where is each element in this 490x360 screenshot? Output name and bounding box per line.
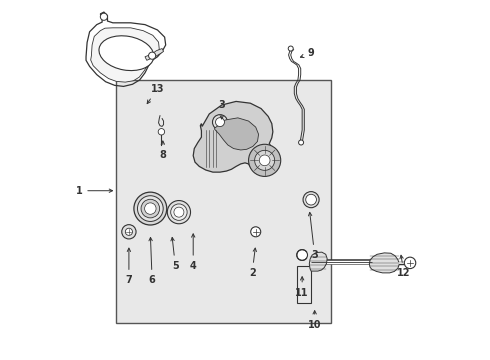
Circle shape <box>148 52 156 59</box>
Ellipse shape <box>167 201 191 224</box>
Text: 9: 9 <box>300 48 315 58</box>
Text: 5: 5 <box>171 238 179 271</box>
Circle shape <box>288 46 293 51</box>
Bar <box>297 266 311 303</box>
Text: 2: 2 <box>249 248 256 278</box>
Ellipse shape <box>134 192 167 225</box>
Circle shape <box>122 225 136 239</box>
Ellipse shape <box>213 114 227 130</box>
Polygon shape <box>193 102 275 174</box>
Text: 3: 3 <box>219 100 225 119</box>
Circle shape <box>125 228 132 235</box>
Ellipse shape <box>303 192 319 208</box>
Text: 1: 1 <box>75 186 113 196</box>
Polygon shape <box>145 49 164 60</box>
Polygon shape <box>91 28 159 82</box>
Text: 13: 13 <box>147 84 164 104</box>
Text: 3: 3 <box>309 212 318 260</box>
Ellipse shape <box>141 199 160 218</box>
Text: 7: 7 <box>125 248 132 285</box>
Text: 4: 4 <box>190 234 196 271</box>
Text: 12: 12 <box>397 255 411 278</box>
Text: 10: 10 <box>308 311 321 330</box>
Ellipse shape <box>99 36 154 71</box>
Circle shape <box>100 13 107 20</box>
Circle shape <box>297 249 308 260</box>
Bar <box>117 80 331 323</box>
Ellipse shape <box>171 204 187 220</box>
Circle shape <box>298 140 304 145</box>
Polygon shape <box>369 253 399 273</box>
Ellipse shape <box>145 203 156 214</box>
Circle shape <box>251 227 261 237</box>
Polygon shape <box>215 118 259 150</box>
Ellipse shape <box>306 194 317 205</box>
Ellipse shape <box>174 207 184 217</box>
Circle shape <box>248 144 281 176</box>
Text: 6: 6 <box>149 238 155 285</box>
Ellipse shape <box>216 118 224 127</box>
Circle shape <box>255 150 275 170</box>
Circle shape <box>404 257 416 269</box>
Text: 11: 11 <box>295 277 309 297</box>
Polygon shape <box>309 252 327 271</box>
Circle shape <box>259 155 270 166</box>
Ellipse shape <box>138 196 163 221</box>
Circle shape <box>158 129 165 135</box>
Text: 8: 8 <box>159 141 166 160</box>
